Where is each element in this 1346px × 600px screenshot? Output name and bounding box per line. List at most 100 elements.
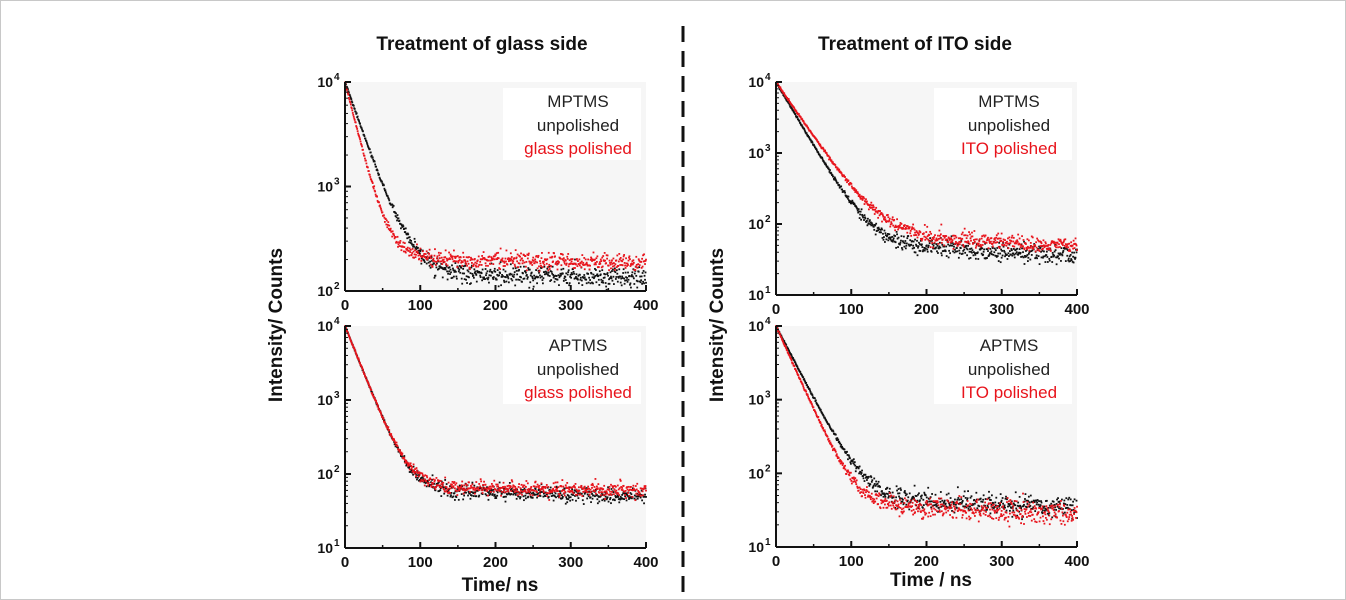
data-point: [960, 240, 963, 242]
data-point: [546, 495, 549, 497]
data-point: [889, 238, 892, 240]
data-point: [464, 259, 467, 262]
data-point: [604, 273, 607, 276]
data-point: [527, 268, 530, 271]
data-point: [465, 256, 468, 259]
data-point: [514, 489, 517, 491]
data-point: [593, 263, 596, 266]
data-point: [916, 499, 919, 502]
data-point: [906, 225, 909, 228]
data-point: [977, 504, 980, 507]
data-point: [905, 493, 908, 496]
data-point: [492, 276, 495, 279]
data-point: [607, 282, 610, 285]
data-point: [488, 485, 491, 488]
data-point: [494, 497, 497, 500]
data-point: [600, 278, 603, 281]
data-point: [395, 444, 397, 447]
data-point: [542, 262, 545, 265]
data-point: [594, 267, 596, 270]
data-point: [364, 157, 366, 160]
data-point: [875, 206, 878, 209]
data-point: [380, 412, 382, 415]
data-point: [541, 487, 543, 490]
data-point: [1037, 239, 1039, 242]
data-point: [628, 275, 631, 277]
data-point: [474, 489, 477, 492]
data-point: [599, 494, 602, 497]
data-point: [999, 515, 1002, 518]
data-point: [589, 491, 591, 494]
data-point: [1075, 251, 1078, 254]
data-point: [1068, 255, 1071, 258]
data-point: [560, 497, 563, 500]
data-point: [610, 483, 612, 486]
data-point: [930, 508, 933, 510]
data-point: [968, 505, 970, 508]
data-point: [529, 491, 532, 494]
data-point: [549, 491, 552, 494]
data-point: [451, 483, 453, 486]
data-point: [982, 250, 985, 253]
data-point: [850, 200, 853, 203]
data-point: [911, 226, 914, 229]
data-point: [450, 255, 453, 257]
data-point: [474, 264, 477, 267]
data-point: [576, 489, 578, 492]
data-point: [456, 488, 459, 491]
data-point: [914, 238, 916, 241]
data-point: [630, 263, 633, 266]
data-point: [515, 256, 518, 259]
y-tick-exponent: 3: [334, 390, 340, 401]
data-point: [841, 191, 844, 193]
data-point: [988, 253, 991, 256]
data-point: [544, 495, 547, 497]
data-point: [607, 274, 609, 277]
data-point: [1010, 500, 1013, 503]
data-point: [421, 476, 424, 479]
data-point: [505, 260, 507, 263]
data-point: [570, 258, 573, 261]
data-point: [616, 495, 619, 498]
data-point: [906, 231, 909, 234]
data-point: [1049, 506, 1052, 509]
data-point: [582, 490, 585, 493]
data-point: [910, 509, 913, 512]
data-point: [502, 265, 505, 267]
data-point: [953, 505, 956, 508]
data-point: [396, 214, 399, 216]
data-point: [863, 203, 866, 205]
data-point: [880, 494, 882, 497]
data-point: [562, 485, 565, 488]
data-point: [437, 484, 440, 487]
data-point: [976, 507, 979, 510]
data-point: [371, 180, 374, 183]
data-point: [863, 219, 865, 221]
data-point: [559, 490, 561, 493]
data-point: [488, 281, 490, 284]
data-point: [621, 487, 624, 489]
data-point: [996, 507, 999, 510]
data-point: [1065, 497, 1068, 500]
data-point: [792, 362, 794, 365]
data-point: [481, 268, 484, 271]
data-point: [844, 464, 846, 467]
data-point: [567, 269, 570, 272]
data-point: [939, 233, 942, 236]
data-point: [876, 494, 879, 497]
data-point: [350, 98, 353, 101]
data-point: [408, 241, 411, 244]
data-point: [361, 128, 363, 131]
data-point: [902, 507, 905, 510]
data-point: [985, 248, 988, 251]
data-point: [466, 260, 469, 263]
data-point: [800, 124, 803, 127]
data-point: [513, 485, 516, 488]
data-point: [425, 480, 428, 483]
data-point: [921, 517, 924, 520]
data-point: [507, 260, 510, 263]
data-point: [993, 509, 996, 512]
data-point: [930, 503, 933, 506]
data-point: [428, 248, 431, 251]
data-point: [876, 229, 879, 232]
